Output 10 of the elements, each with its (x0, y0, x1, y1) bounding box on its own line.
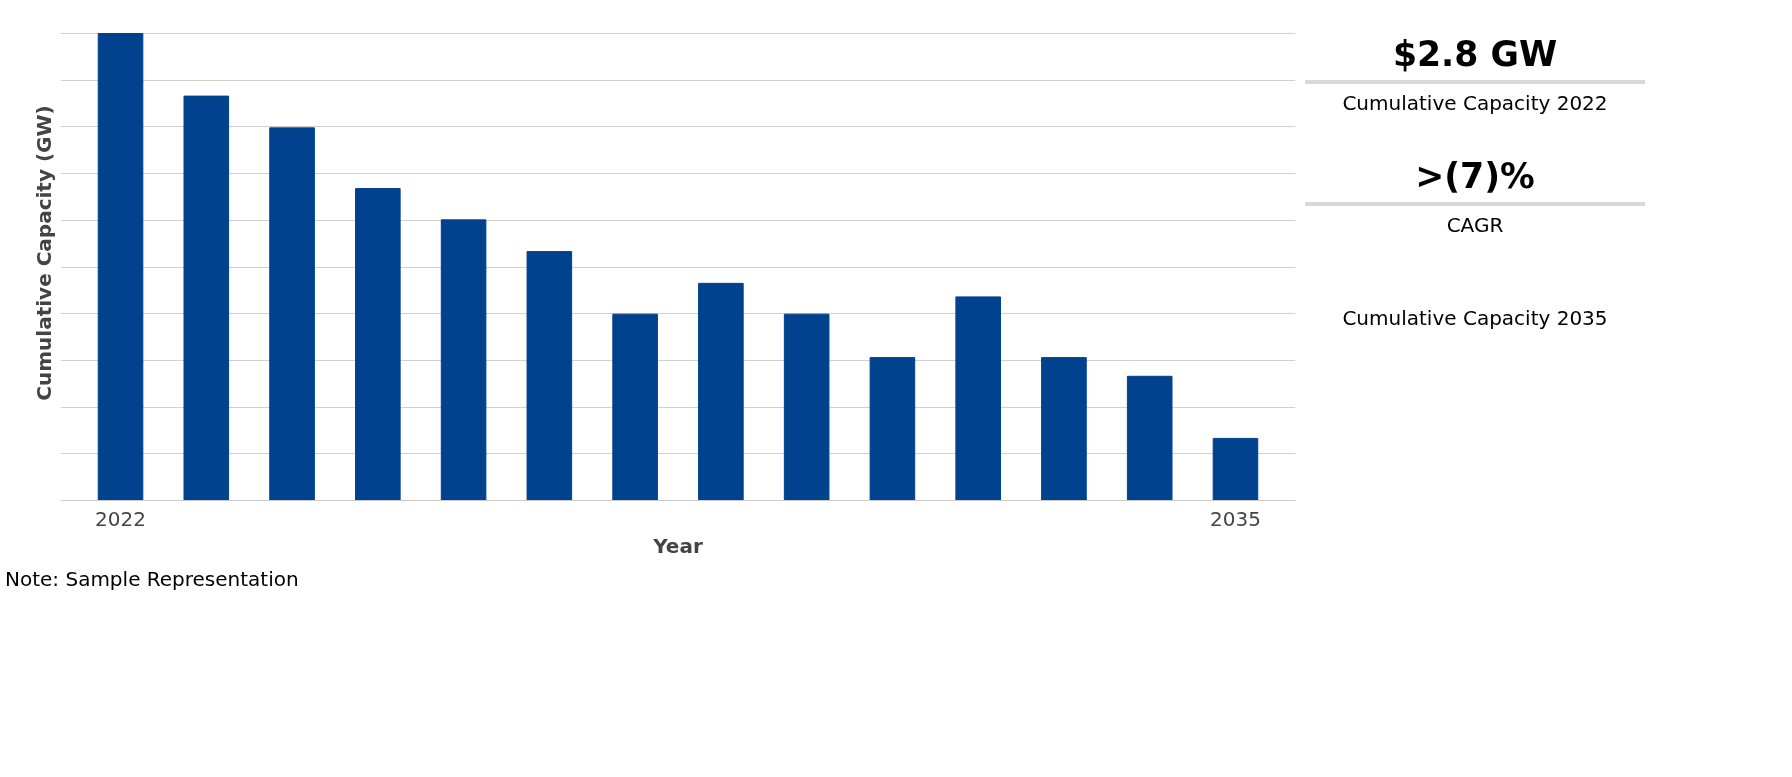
x-axis-title: Year (652, 533, 703, 558)
y-axis-title: Cumulative Capacity (GW) (31, 105, 56, 401)
text: CAGR (1446, 211, 1504, 239)
text: Note: Sample Representation (5, 566, 299, 593)
text: $2.8 GW (1392, 33, 1558, 76)
x-tick-label: 2022 (95, 506, 146, 531)
x-tick-label: 2035 (1210, 506, 1261, 531)
text: Cumulative Capacity 2035 (1342, 305, 1608, 333)
text: >(7)% (1415, 155, 1535, 199)
text: Cumulative Capacity 2022 (1342, 89, 1608, 117)
